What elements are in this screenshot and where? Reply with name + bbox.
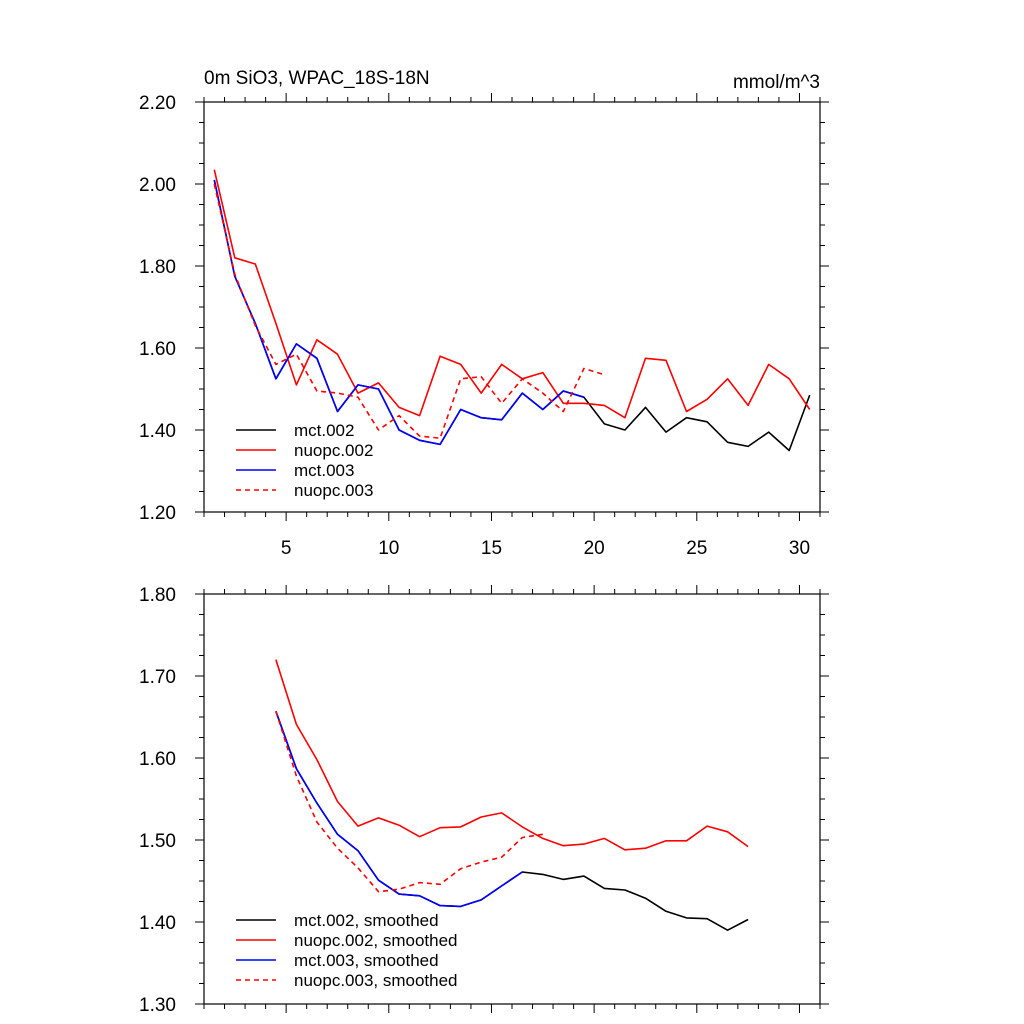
bottom-y-tick-label: 1.70: [139, 667, 176, 688]
top-x-tick-label: 15: [481, 538, 502, 559]
top-panel-title: 0m SiO3, WPAC_18S-18N: [204, 68, 430, 89]
bottom-panel-series: [275, 659, 749, 932]
top-y-tick-label: 2.00: [139, 175, 176, 196]
top-y-tick-label: 1.40: [139, 421, 176, 442]
top-x-tick-label: 5: [281, 538, 292, 559]
bottom-series-line-1: [275, 659, 749, 851]
bottom-y-tick-label: 1.60: [139, 749, 176, 770]
top-series-line-2: [213, 179, 585, 446]
top-legend-label-2: mct.003: [294, 461, 354, 480]
top-x-tick-label: 20: [584, 538, 605, 559]
top-panel-tick-labels: 1.20 1.40 1.60 1.80 2.00 2.20 5 10 15 20 25 30: [139, 93, 810, 559]
bottom-legend-label-1: nuopc.002, smoothed: [294, 931, 458, 950]
bottom-y-tick-label: 1.80: [139, 585, 176, 606]
top-y-tick-label: 2.20: [139, 93, 176, 114]
bottom-legend-label-0: mct.002, smoothed: [294, 911, 439, 930]
top-panel-frame: [203, 101, 821, 513]
bottom-legend-label-2: mct.003, smoothed: [294, 951, 439, 970]
bottom-panel: 1.30 1.40 1.50 1.60 1.70 1.80 mct.002, smooth…: [139, 585, 829, 1016]
bottom-panel-tick-labels: 1.30 1.40 1.50 1.60 1.70 1.80: [139, 585, 176, 1016]
top-series-line-1: [213, 169, 811, 419]
bottom-series-line-2: [275, 711, 523, 908]
top-panel-units: mmol/m^3: [733, 72, 820, 93]
top-panel-series: [213, 169, 811, 452]
top-panel: 0m SiO3, WPAC_18S-18N mmol/m^3 1.201.401…: [139, 68, 829, 559]
top-panel-ticks: [195, 93, 829, 521]
top-legend-label-3: nuopc.003: [294, 481, 373, 500]
bottom-legend-label-3: nuopc.003, smoothed: [294, 971, 458, 990]
top-y-tick-label: 1.60: [139, 339, 176, 360]
bottom-y-tick-label: 1.40: [139, 913, 176, 934]
bottom-y-tick-label: 1.30: [139, 995, 176, 1016]
bottom-y-tick-label: 1.50: [139, 831, 176, 852]
top-y-tick-label: 1.80: [139, 257, 176, 278]
top-legend-label-1: nuopc.002: [294, 441, 373, 460]
top-y-tick-label: 1.20: [139, 503, 176, 524]
bottom-panel-ticks: [195, 585, 829, 1013]
top-legend-label-0: mct.002: [294, 421, 354, 440]
top-x-tick-label: 25: [686, 538, 707, 559]
top-x-tick-label: 10: [378, 538, 399, 559]
bottom-panel-frame: [203, 593, 821, 1005]
top-x-tick-label: 30: [789, 538, 810, 559]
